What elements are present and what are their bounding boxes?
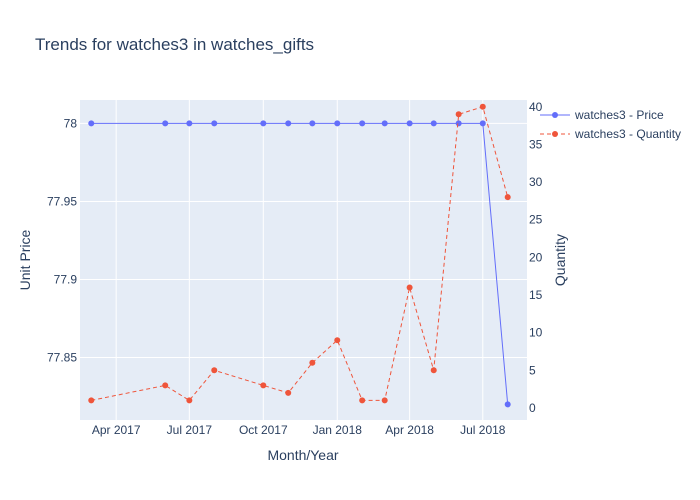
data-point: [260, 382, 267, 389]
y2-tick-label: 10: [529, 326, 543, 340]
y2-tick-label: 25: [529, 213, 543, 227]
x-tick-label: Jul 2017: [167, 423, 213, 437]
y2-axis-ticks: 0 5 10 15 20 25 30 35 40: [529, 100, 543, 415]
data-point: [334, 337, 341, 344]
data-point: [334, 120, 341, 127]
x-tick-label: Oct 2017: [239, 423, 288, 437]
legend-label: watches3 - Price: [574, 108, 664, 122]
y-tick-label: 77.95: [47, 194, 77, 208]
y2-tick-label: 0: [529, 401, 536, 415]
x-tick-label: Jul 2018: [460, 423, 506, 437]
legend-label: watches3 - Quantity: [574, 127, 681, 141]
y2-tick-label: 15: [529, 288, 543, 302]
data-point: [285, 120, 292, 127]
data-point: [430, 367, 437, 374]
data-point: [162, 120, 169, 127]
x-tick-label: Apr 2017: [92, 423, 141, 437]
data-point: [211, 367, 218, 374]
data-point: [455, 120, 462, 127]
y-axis-ticks: 77.85 77.9 77.95 78: [47, 116, 77, 364]
y2-tick-label: 30: [529, 175, 543, 189]
data-point: [406, 284, 413, 291]
y-tick-label: 77.85: [47, 351, 77, 365]
data-point: [359, 120, 366, 127]
x-axis-title: Month/Year: [267, 447, 338, 463]
data-point: [309, 359, 316, 366]
data-point: [359, 397, 366, 404]
y2-tick-label: 35: [529, 137, 543, 151]
plot-area: [80, 100, 527, 420]
legend-marker: [552, 131, 558, 137]
x-tick-label: Jan 2018: [313, 423, 363, 437]
y2-tick-label: 5: [529, 363, 536, 377]
chart-title: Trends for watches3 in watches_gifts: [35, 35, 314, 54]
data-point: [504, 194, 511, 201]
series-layer: [88, 103, 511, 408]
data-point: [406, 120, 413, 127]
data-point: [162, 382, 169, 389]
series-0: [88, 120, 511, 408]
data-point: [309, 120, 316, 127]
legend-marker: [552, 112, 558, 118]
data-point: [285, 389, 292, 396]
data-point: [381, 397, 388, 404]
data-point: [430, 120, 437, 127]
legend: watches3 - Price watches3 - Quantity: [540, 108, 681, 141]
data-point: [186, 120, 193, 127]
y-tick-label: 77.9: [54, 273, 78, 287]
y2-tick-label: 40: [529, 100, 543, 114]
y2-tick-label: 20: [529, 250, 543, 264]
data-point: [88, 120, 95, 127]
data-point: [479, 120, 486, 127]
data-point: [88, 397, 95, 404]
y2-axis-title: Quantity: [552, 234, 568, 286]
data-point: [455, 111, 462, 118]
x-axis-ticks: Apr 2017 Jul 2017 Oct 2017 Jan 2018 Apr 2018…: [92, 423, 506, 437]
data-point: [211, 120, 218, 127]
data-point: [479, 103, 486, 110]
legend-item: watches3 - Quantity: [540, 127, 681, 141]
y-tick-label: 78: [64, 116, 78, 130]
legend-item: watches3 - Price: [540, 108, 664, 122]
series-1: [88, 103, 511, 404]
y-axis-title: Unit Price: [17, 229, 33, 290]
data-point: [381, 120, 388, 127]
data-point: [504, 401, 511, 408]
x-tick-label: Apr 2018: [385, 423, 434, 437]
data-point: [186, 397, 193, 404]
data-point: [260, 120, 267, 127]
